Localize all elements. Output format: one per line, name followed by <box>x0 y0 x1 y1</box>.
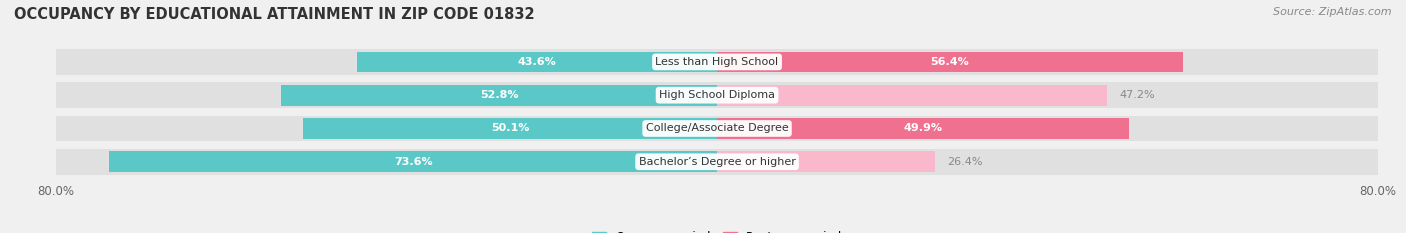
Bar <box>110 151 717 172</box>
Text: Less than High School: Less than High School <box>655 57 779 67</box>
Text: 50.1%: 50.1% <box>491 123 529 134</box>
Text: 26.4%: 26.4% <box>948 157 983 167</box>
Text: 73.6%: 73.6% <box>394 157 433 167</box>
Text: Source: ZipAtlas.com: Source: ZipAtlas.com <box>1274 7 1392 17</box>
Text: 47.2%: 47.2% <box>1119 90 1154 100</box>
Bar <box>717 51 1182 72</box>
Text: Bachelor’s Degree or higher: Bachelor’s Degree or higher <box>638 157 796 167</box>
Text: 43.6%: 43.6% <box>517 57 557 67</box>
Text: College/Associate Degree: College/Associate Degree <box>645 123 789 134</box>
Bar <box>56 116 1378 141</box>
Text: 49.9%: 49.9% <box>904 123 942 134</box>
Text: High School Diploma: High School Diploma <box>659 90 775 100</box>
Bar <box>357 51 717 72</box>
Bar <box>56 149 1378 175</box>
Bar <box>717 151 935 172</box>
Bar <box>56 82 1378 108</box>
Bar <box>281 85 717 106</box>
Text: 52.8%: 52.8% <box>479 90 519 100</box>
Bar <box>56 49 1378 75</box>
Bar <box>304 118 717 139</box>
Bar <box>717 85 1107 106</box>
Text: OCCUPANCY BY EDUCATIONAL ATTAINMENT IN ZIP CODE 01832: OCCUPANCY BY EDUCATIONAL ATTAINMENT IN Z… <box>14 7 534 22</box>
Bar <box>717 118 1129 139</box>
Legend: Owner-occupied, Renter-occupied: Owner-occupied, Renter-occupied <box>586 226 848 233</box>
Text: 56.4%: 56.4% <box>931 57 969 67</box>
